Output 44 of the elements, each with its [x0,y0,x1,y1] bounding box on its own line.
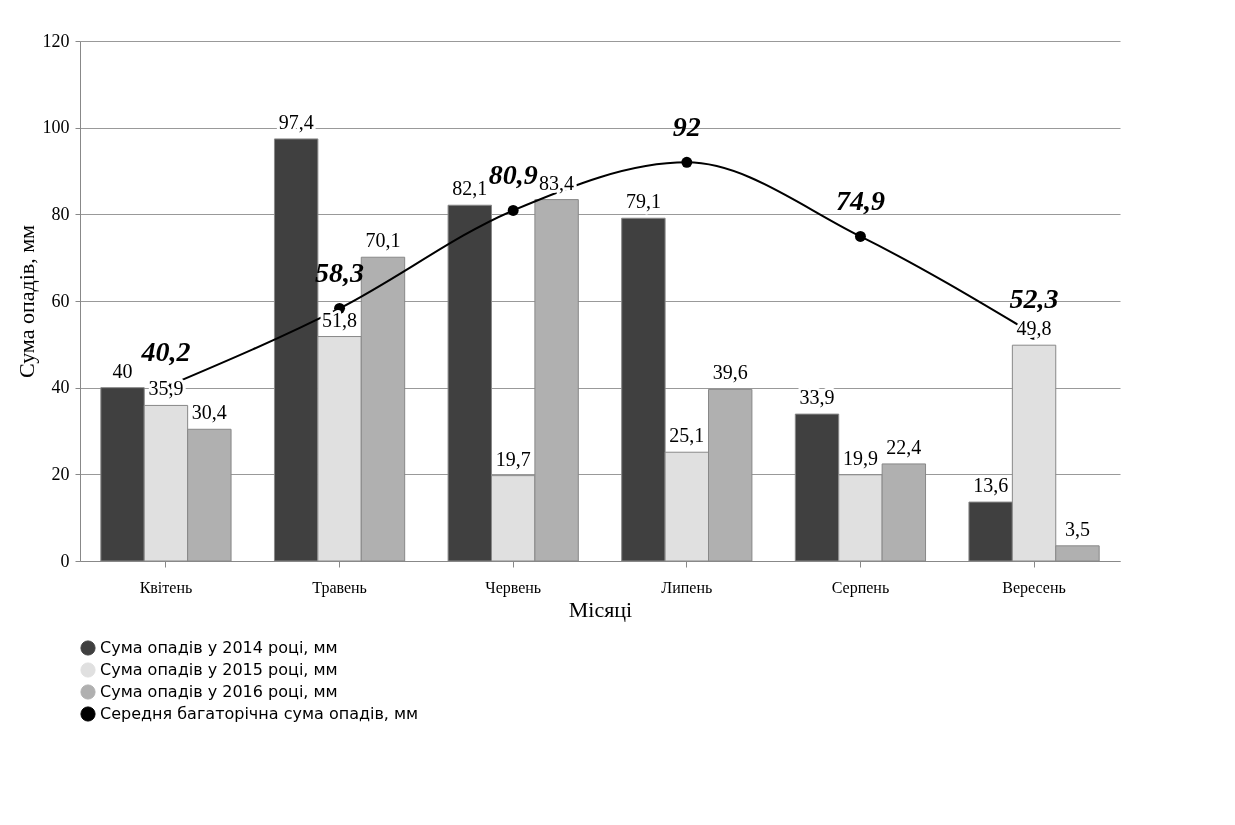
legend-label: Сума опадів у 2015 році, мм [100,660,338,679]
data-label: 82,1 [452,177,488,200]
y-tick-label: 120 [42,30,70,51]
y-tick-label: 60 [51,290,70,311]
data-label: 40,2 [140,335,191,367]
data-label: 30,4 [191,401,227,424]
y-tick-label: 40 [51,377,70,398]
data-label: 22,4 [886,435,922,458]
x-tick-label: Квітень [139,578,193,596]
data-label: 39,6 [712,361,748,384]
x-tick-label: Липень [661,578,713,596]
data-label: 19,9 [842,446,878,469]
y-axis-title: Сума опадів, мм [13,224,39,378]
y-tick-label: 80 [51,203,70,224]
legend-label: Сума опадів у 2016 році, мм [100,682,338,701]
point [507,204,519,216]
x-tick-label: Червень [485,578,542,597]
data-label: 74,9 [835,185,885,217]
data-label: 35,9 [148,377,184,400]
y-tick-label: 0 [60,550,70,571]
data-label: 80,9 [488,159,538,191]
data-label: 51,8 [322,308,358,331]
x-tick-label: Вересень [1002,578,1066,597]
legend-label: Сума опадів у 2014 році, мм [100,638,338,657]
y-tick-label: 20 [51,463,70,484]
data-label: 52,3 [1009,283,1059,315]
data-label: 97,4 [278,110,314,133]
data-label: 13,6 [973,474,1009,497]
y-tick-label: 100 [42,117,70,138]
x-tick-label: Серпень [831,578,890,597]
data-label: 19,7 [495,447,531,470]
x-axis-title: Місяці [568,596,633,622]
data-label: 25,1 [669,424,705,447]
point [854,230,866,242]
data-label: 70,1 [365,229,401,252]
legend-label: Середня багаторічна сума опадів, мм [100,704,419,723]
x-tick-label: Травень [312,578,367,597]
data-label: 79,1 [625,190,661,213]
data-label: 92 [672,111,701,143]
data-label: 33,9 [799,386,835,409]
point [681,156,693,168]
data-label: 3,5 [1064,517,1090,540]
data-label: 40 [112,359,133,382]
data-label: 83,4 [539,171,575,194]
